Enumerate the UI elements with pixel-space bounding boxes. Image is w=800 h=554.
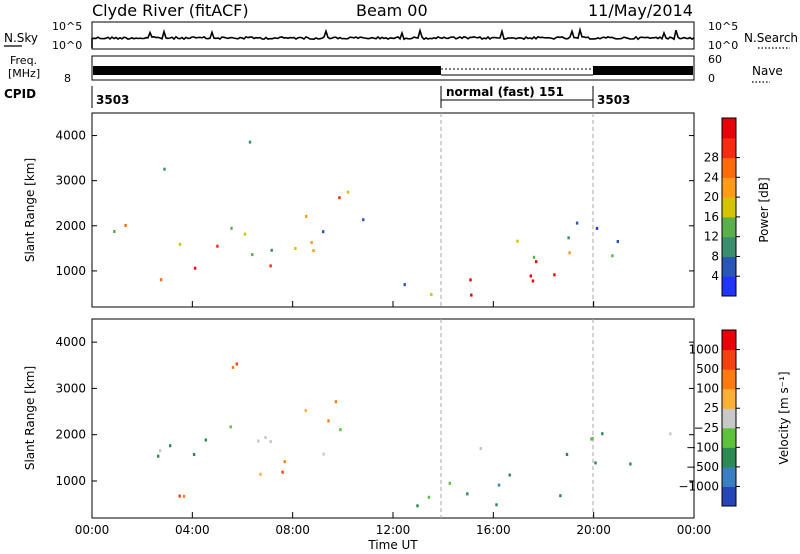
freq-bar-left <box>93 66 441 75</box>
freq-right-tick-top: 60 <box>708 53 722 66</box>
cpid-segment-3: 3503 <box>597 93 630 107</box>
noise-left-tick-bottom: 10^0 <box>52 39 82 52</box>
x-tick-label: 20:00 <box>576 523 611 537</box>
colorbar-tick-label: 28 <box>704 151 719 165</box>
noise-panel-frame <box>91 21 695 50</box>
station-title: Clyde River (fitACF) <box>92 1 249 20</box>
y-tick-label: 4000 <box>55 335 86 349</box>
colorbar-tick-label: 20 <box>704 190 719 204</box>
colorbar-tick-label: 16 <box>704 210 719 224</box>
freq-label-1: Freq. <box>10 54 37 67</box>
date-title: 11/May/2014 <box>588 1 693 20</box>
colorbar-tick-label: 12 <box>704 230 719 244</box>
noise-sky-trace <box>91 26 695 48</box>
x-tick-label: 04:00 <box>175 523 210 537</box>
velocity-colorbar: 1000 500 100 25 −25 −100 −500 −1000 <box>678 329 740 507</box>
y-tick-label: 3000 <box>55 381 86 395</box>
x-tick-label: 00:00 <box>677 523 712 537</box>
noise-left-label: N.Sky <box>4 31 38 45</box>
y-tick-label: 4000 <box>55 129 86 143</box>
colorbar-tick-label: 24 <box>704 170 719 184</box>
noise-right-label: N.Search <box>744 31 798 45</box>
colorbar-tick-label: 1000 <box>688 343 719 357</box>
colorbar-tick-label: −100 <box>686 440 719 454</box>
x-tick-label: 12:00 <box>376 523 411 537</box>
power-y-axis-ticks: 1000 2000 3000 4000 <box>55 129 694 278</box>
x-tick-label: 16:00 <box>476 523 511 537</box>
colorbar-tick-label: 8 <box>711 249 719 263</box>
cpid-label: CPID <box>4 87 36 101</box>
noise-right-tick-bottom: 10^0 <box>708 39 738 52</box>
y-tick-label: 2000 <box>55 428 86 442</box>
colorbar-tick-label: −1000 <box>678 479 719 493</box>
freq-panel-frame <box>91 55 695 81</box>
colorbar-tick-label: 500 <box>696 362 719 376</box>
y-tick-label: 3000 <box>55 174 86 188</box>
nave-label: Nave <box>752 64 783 78</box>
velocity-colorbar-label: Velocity [m s⁻¹] <box>777 371 791 464</box>
y-tick-label: 2000 <box>55 219 86 233</box>
power-colorbar-label: Power [dB] <box>757 177 771 242</box>
colorbar-tick-label: −500 <box>686 460 719 474</box>
power-panel-frame <box>91 112 695 308</box>
colorbar-tick-label: 100 <box>696 382 719 396</box>
noise-right-tick-top: 10^5 <box>708 20 738 33</box>
y-tick-label: 1000 <box>55 474 86 488</box>
velocity-y-label: Slant Range [km] <box>23 366 37 470</box>
noise-left-tick-top: 10^5 <box>52 20 82 33</box>
velocity-x-axis-ticks: 00:00 04:00 08:00 12:00 16:00 20:00 00:00 <box>75 301 712 537</box>
freq-left-tick: 8 <box>64 72 71 85</box>
beam-title: Beam 00 <box>356 1 428 20</box>
x-tick-label: 00:00 <box>75 523 110 537</box>
time-axis-label: Time UT <box>367 538 418 552</box>
y-tick-label: 1000 <box>55 264 86 278</box>
colorbar-tick-label: 25 <box>704 401 719 415</box>
power-heatmap-cells <box>113 140 619 297</box>
freq-right-tick-bottom: 0 <box>708 72 715 85</box>
freq-bar-right <box>593 66 693 75</box>
velocity-y-axis-ticks: 1000 2000 3000 4000 <box>55 335 694 488</box>
colorbar-tick-label: −25 <box>694 421 719 435</box>
velocity-panel-frame <box>91 318 695 519</box>
colorbar-tick-label: 4 <box>711 269 719 283</box>
freq-label-2: [MHz] <box>8 67 40 80</box>
cpid-segment-1: 3503 <box>96 93 129 107</box>
velocity-heatmap-cells <box>157 362 672 508</box>
power-colorbar: 4 8 12 16 20 24 28 <box>704 117 740 297</box>
power-y-label: Slant Range [km] <box>23 158 37 262</box>
cpid-segment-2: normal (fast) 151 <box>446 85 564 99</box>
x-tick-label: 08:00 <box>275 523 310 537</box>
